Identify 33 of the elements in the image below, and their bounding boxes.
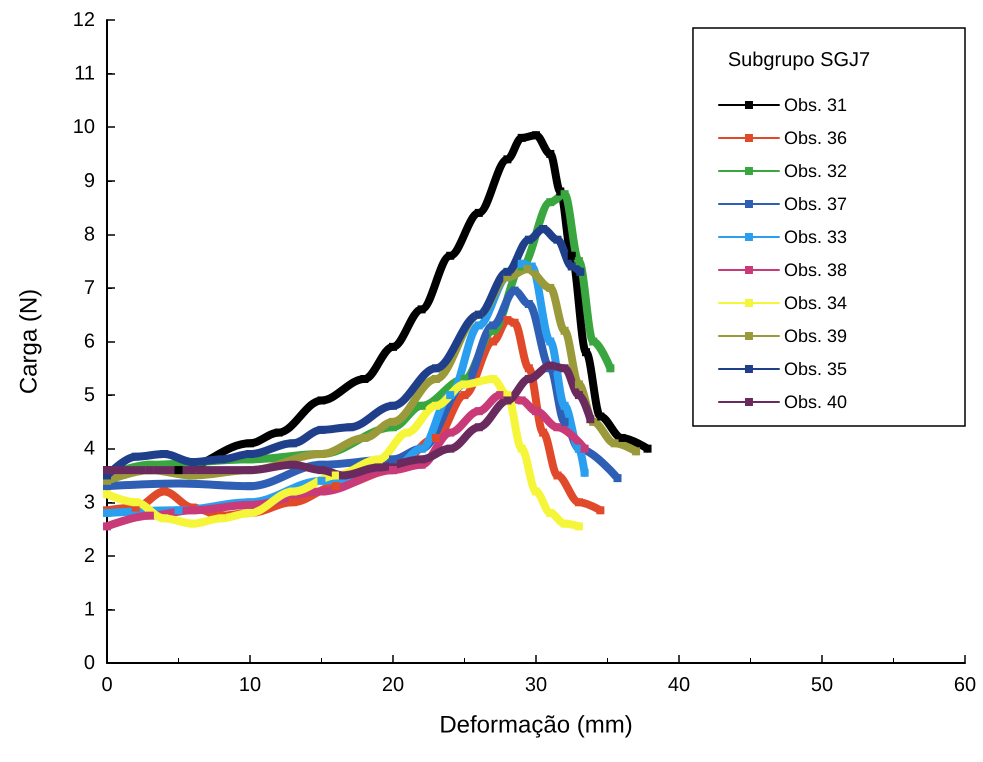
legend-label: Obs. 32 [784, 161, 848, 181]
legend-label: Obs. 39 [784, 326, 848, 346]
legend-label: Obs. 33 [784, 227, 848, 247]
y-tick-label: 7 [84, 276, 95, 299]
y-tick-label: 6 [84, 330, 95, 352]
legend-label: Obs. 35 [784, 359, 848, 379]
x-tick-label: 30 [524, 674, 548, 696]
x-tick-label: 60 [954, 674, 976, 696]
legend-label: Obs. 40 [784, 392, 848, 412]
legend-label: Obs. 38 [784, 260, 848, 280]
y-tick-label: 0 [84, 652, 95, 674]
y-tick-label: 11 [74, 62, 95, 85]
y-tick-label: 9 [84, 170, 95, 192]
legend-title: Subgrupo SGJ7 [728, 49, 870, 71]
legend-label: Obs. 36 [784, 128, 848, 148]
y-tick-label: 8 [84, 223, 95, 246]
x-tick-label: 0 [101, 674, 113, 696]
y-axis-title: Carga (N) [16, 288, 42, 394]
y-tick-label: 1 [84, 598, 95, 620]
y-tick-label: 4 [84, 438, 95, 460]
legend-label: Obs. 31 [784, 95, 848, 115]
legend-label: Obs. 37 [784, 194, 848, 214]
x-tick-label: 40 [668, 674, 690, 696]
legend-label: Obs. 34 [784, 293, 848, 313]
x-tick-label: 20 [382, 674, 404, 696]
x-axis-title: Deformação (mm) [439, 712, 633, 738]
y-tick-label: 10 [72, 116, 95, 138]
y-tick-label: 5 [84, 384, 95, 406]
x-tick-label: 10 [238, 674, 262, 696]
y-tick-label: 3 [84, 491, 95, 514]
x-tick-label: 50 [810, 674, 834, 696]
y-tick-label: 2 [84, 544, 95, 567]
y-tick-label: 12 [72, 9, 95, 31]
